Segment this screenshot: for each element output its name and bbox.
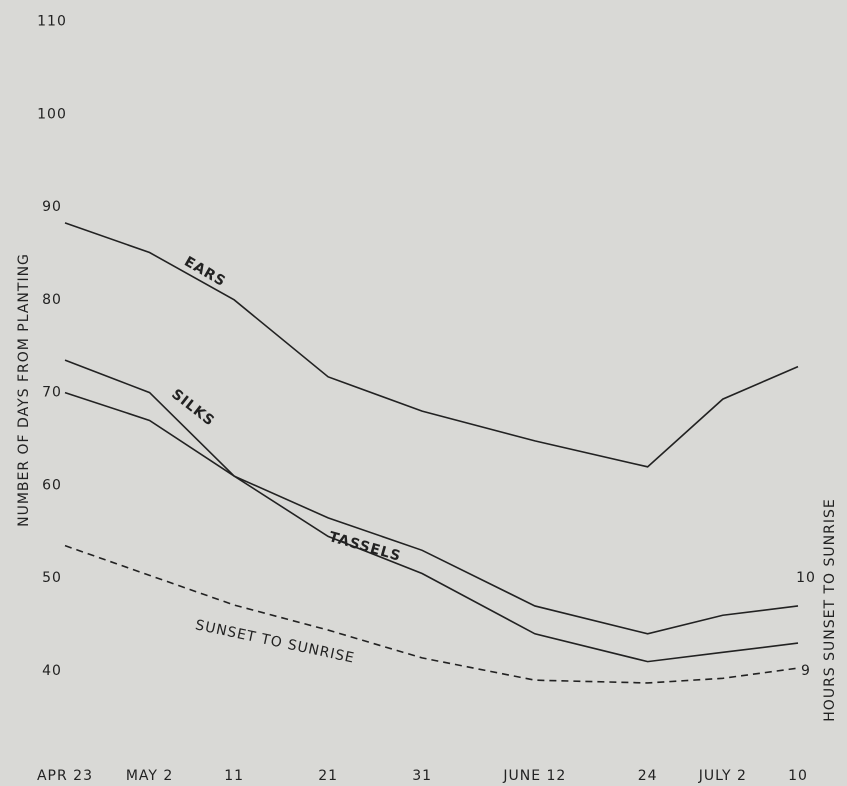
x-tick-label: 11 [224,768,244,784]
x-tick-label: 24 [638,768,658,784]
series-label: TASSELS [327,529,403,565]
y2-tick-label: 9 [801,663,811,679]
x-tick-label: 31 [412,768,432,784]
x-tick-label: APR 23 [37,768,93,784]
y-tick-label: 90 [42,199,62,215]
y-tick-label: 80 [42,292,62,308]
line-series [64,359,799,635]
y-tick-label: 40 [42,663,62,679]
series-label: SILKS [168,386,217,429]
y-tick-label: 60 [42,477,62,493]
x-tick-label: 10 [788,768,808,784]
y-axis-label: NUMBER OF DAYS FROM PLANTING [16,253,32,527]
y-tick-label: 50 [42,570,62,586]
series-label: EARS [181,254,228,290]
x-tick-label: JUNE 12 [502,768,566,784]
line-series [64,544,799,684]
y-tick-label: 70 [42,385,62,401]
y-tick-label: 110 [37,14,67,30]
x-tick-label: 21 [318,768,338,784]
line-series [64,222,799,468]
x-tick-label: JULY 2 [698,768,747,784]
line-series [64,391,799,663]
series-label: SUNSET TO SUNRISE [194,617,356,666]
y2-axis-label: HOURS SUNSET TO SUNRISE [822,498,838,721]
x-tick-label: MAY 2 [126,768,173,784]
y-tick-label: 100 [37,106,67,122]
y2-tick-label: 10 [796,570,816,586]
